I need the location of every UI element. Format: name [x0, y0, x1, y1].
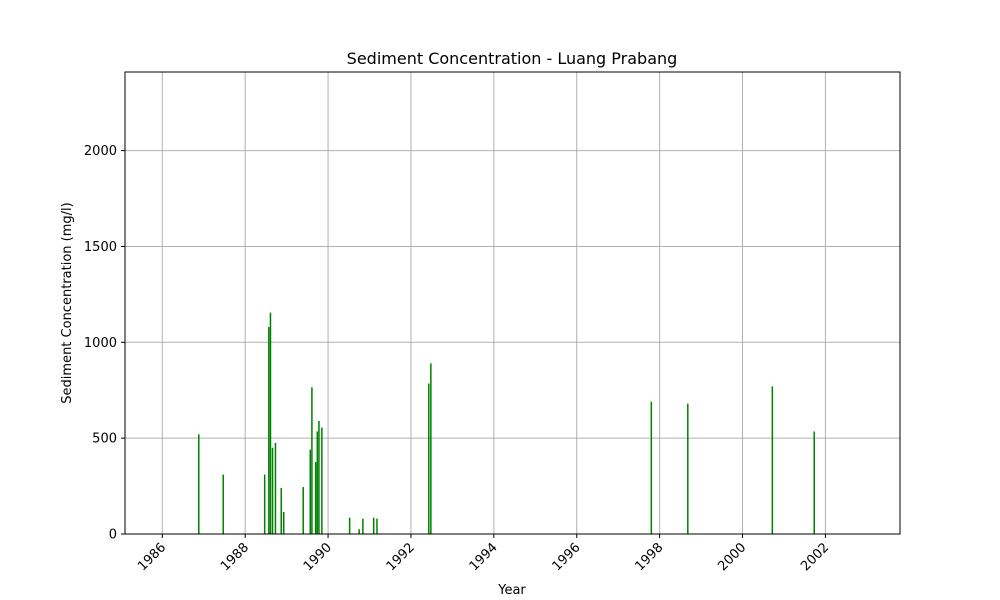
x-tick-label: 1992 [384, 540, 418, 574]
y-tick-label: 2000 [84, 144, 117, 159]
y-axis: 0 500 1000 1500 2000 [84, 144, 125, 543]
bar [274, 442, 277, 534]
bar [362, 518, 364, 534]
y-axis-label: Sediment Concentration (mg/l) [60, 202, 75, 403]
y-tick-label: 1000 [84, 336, 117, 351]
y-tick-label: 500 [92, 432, 117, 447]
bar [314, 462, 317, 534]
x-tick-label: 1996 [550, 540, 584, 574]
x-tick-label: 1994 [467, 540, 501, 574]
bar [309, 449, 312, 534]
bar [269, 312, 272, 534]
x-tick-label: 2002 [798, 540, 832, 574]
bar [268, 326, 270, 534]
bar [316, 431, 319, 534]
x-tick-label: 2000 [715, 540, 749, 574]
bar [271, 447, 274, 534]
x-axis: 1986 1988 1990 1992 1994 1996 1998 2000 2002 [135, 534, 832, 574]
bar [376, 518, 378, 534]
y-tick-label: 1500 [84, 240, 117, 255]
bar [222, 474, 224, 534]
bar [813, 431, 815, 534]
plot-frame [124, 71, 901, 535]
x-tick-label: 1998 [632, 540, 666, 574]
bar [318, 420, 320, 534]
x-axis-label: Year [497, 583, 526, 598]
x-tick-label: 1988 [218, 540, 252, 574]
bar [372, 517, 375, 534]
bar [430, 363, 432, 534]
bar [302, 487, 304, 534]
chart-title: Sediment Concentration - Luang Prabang [347, 49, 678, 68]
bar [280, 487, 282, 534]
bar [358, 529, 360, 534]
x-tick-label: 1986 [135, 540, 169, 574]
bar [650, 401, 653, 534]
bar [282, 511, 285, 534]
y-tick-label: 0 [109, 528, 117, 543]
bar [687, 403, 689, 534]
bar [311, 387, 313, 534]
bar [428, 383, 430, 534]
grid [125, 72, 900, 535]
bar [198, 434, 200, 534]
bar [771, 386, 774, 534]
bar [348, 517, 351, 534]
bar [263, 474, 266, 534]
bar [321, 427, 323, 534]
x-tick-label: 1990 [301, 540, 335, 574]
bars [198, 312, 815, 534]
